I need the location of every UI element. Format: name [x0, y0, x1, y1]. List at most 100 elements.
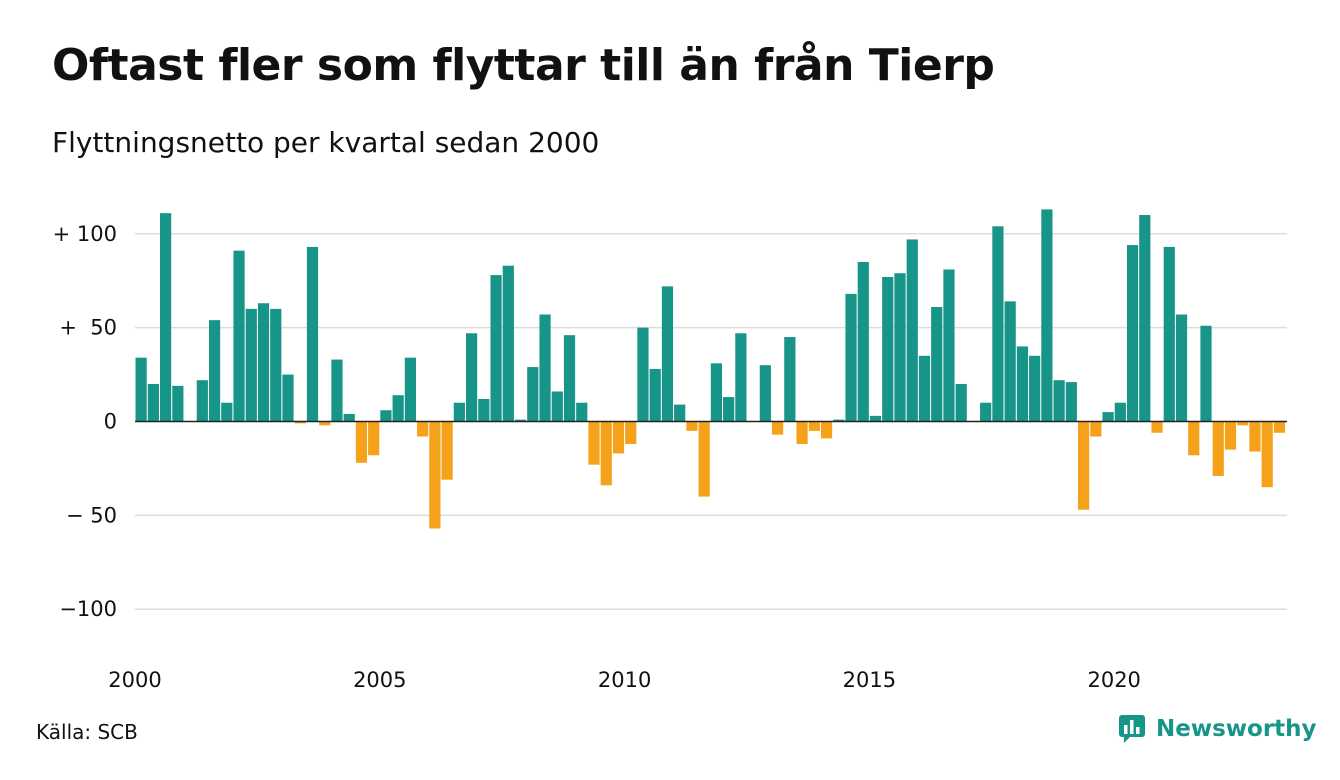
bar	[796, 421, 808, 445]
x-tick-label: 2020	[1087, 668, 1140, 692]
bar	[1016, 346, 1028, 422]
bar	[135, 357, 147, 422]
bar	[845, 293, 857, 422]
source-label: Källa: SCB	[36, 720, 138, 744]
bar	[1078, 421, 1090, 510]
bar	[404, 357, 416, 422]
bar	[245, 308, 257, 422]
bar	[772, 421, 784, 435]
bar	[649, 368, 661, 422]
bar	[857, 261, 869, 422]
y-tick-label: −100	[59, 597, 117, 621]
bar	[1090, 421, 1102, 437]
bar	[233, 250, 245, 422]
bar	[600, 421, 612, 486]
bar	[490, 275, 502, 422]
y-tick-label: 0	[104, 410, 117, 434]
bar	[588, 421, 600, 465]
x-tick-label: 2010	[598, 668, 651, 692]
chart-subtitle: Flyttningsnetto per kvartal sedan 2000	[52, 126, 600, 159]
bar	[1249, 421, 1261, 452]
bar	[992, 226, 1004, 422]
bar	[1139, 215, 1151, 422]
x-axis-ticks: 2000 2005 2010 2015 2020	[108, 668, 1141, 692]
bar	[820, 421, 833, 439]
bar	[882, 276, 894, 422]
bar	[1224, 421, 1237, 450]
bar	[759, 365, 771, 422]
bar	[1114, 402, 1126, 422]
bar	[392, 395, 404, 422]
bar	[1175, 314, 1188, 422]
bar	[1273, 421, 1286, 433]
bar	[380, 410, 392, 422]
bar	[1237, 421, 1249, 426]
bar	[1065, 382, 1077, 422]
bar	[723, 397, 735, 422]
bar	[1053, 380, 1065, 422]
bar	[355, 421, 368, 463]
bar	[270, 308, 282, 422]
bar	[551, 391, 563, 422]
bar	[612, 421, 625, 454]
bar	[931, 307, 943, 422]
bar	[661, 286, 674, 422]
bar	[306, 246, 319, 422]
bar	[576, 402, 588, 422]
bar	[466, 333, 478, 422]
bar	[1261, 421, 1273, 488]
bar	[943, 269, 955, 422]
bar	[1188, 421, 1200, 456]
bar	[735, 333, 747, 422]
bar	[196, 380, 208, 422]
bar	[1151, 421, 1163, 433]
bar	[294, 421, 306, 424]
bar	[894, 273, 906, 422]
bar	[833, 419, 845, 422]
bar	[1029, 355, 1041, 422]
bar	[637, 327, 649, 422]
chat-bar-chart-icon	[1119, 715, 1145, 743]
bar	[429, 421, 441, 529]
y-axis-ticks: + 100 + 50 0 − 50 −100	[53, 222, 117, 621]
bar	[1200, 325, 1212, 422]
y-tick-label: − 50	[66, 503, 117, 527]
bar	[147, 383, 159, 422]
bar	[514, 419, 527, 422]
bar	[282, 374, 294, 422]
bar	[784, 337, 796, 422]
bar	[625, 421, 637, 445]
bar	[869, 415, 882, 422]
bar	[343, 413, 355, 422]
bar	[368, 421, 380, 456]
bar	[539, 314, 551, 422]
bar	[698, 421, 710, 497]
bar	[319, 421, 331, 426]
bar	[1163, 246, 1175, 422]
bar	[1102, 412, 1114, 422]
bar	[710, 363, 722, 422]
bar	[955, 383, 967, 422]
bar	[674, 404, 686, 422]
x-tick-label: 2000	[108, 668, 161, 692]
y-tick-label: + 100	[53, 222, 117, 246]
bar	[478, 398, 490, 422]
bar	[1212, 421, 1224, 476]
y-tick-label: + 50	[59, 316, 117, 340]
bar	[331, 359, 343, 422]
brand-logo: Newsworthy	[1118, 714, 1317, 744]
bar	[1126, 245, 1139, 422]
x-tick-label: 2015	[843, 668, 896, 692]
bar	[563, 335, 576, 422]
x-tick-label: 2005	[353, 668, 406, 692]
bar	[918, 355, 931, 422]
bar	[808, 421, 820, 431]
bar	[686, 421, 698, 431]
bar	[172, 385, 184, 422]
bar	[257, 303, 270, 422]
bar	[441, 421, 453, 480]
bar	[527, 367, 539, 422]
bar	[1004, 301, 1016, 422]
bar	[502, 265, 514, 422]
bar	[160, 213, 172, 422]
